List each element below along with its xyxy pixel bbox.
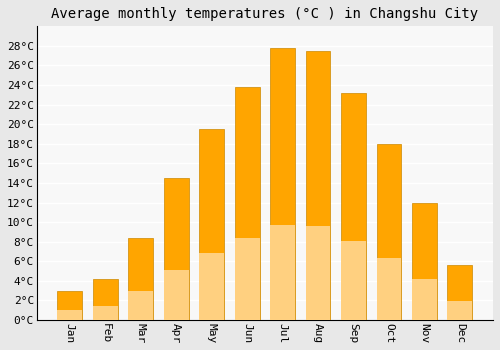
Bar [412, 203, 437, 320]
Bar [306, 226, 330, 320]
Bar [200, 129, 224, 320]
Bar [376, 258, 402, 320]
Bar [270, 48, 295, 320]
Bar [200, 253, 224, 320]
Bar [58, 310, 82, 320]
Bar [448, 301, 472, 320]
Bar [306, 51, 330, 320]
Bar [93, 279, 118, 320]
Bar [128, 238, 153, 320]
Bar [58, 290, 82, 320]
Bar [270, 225, 295, 320]
Bar [341, 93, 366, 320]
Bar [164, 178, 188, 320]
Bar [376, 144, 402, 320]
Bar [412, 279, 437, 320]
Title: Average monthly temperatures (°C ) in Changshu City: Average monthly temperatures (°C ) in Ch… [52, 7, 478, 21]
Bar [235, 87, 260, 320]
Bar [128, 291, 153, 320]
Bar [341, 240, 366, 320]
Bar [448, 265, 472, 320]
Bar [164, 270, 188, 320]
Bar [235, 238, 260, 320]
Bar [93, 306, 118, 320]
